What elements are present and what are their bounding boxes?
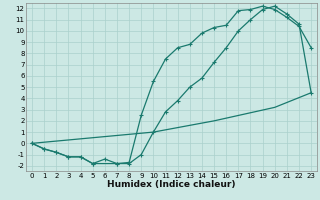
- X-axis label: Humidex (Indice chaleur): Humidex (Indice chaleur): [107, 180, 236, 189]
